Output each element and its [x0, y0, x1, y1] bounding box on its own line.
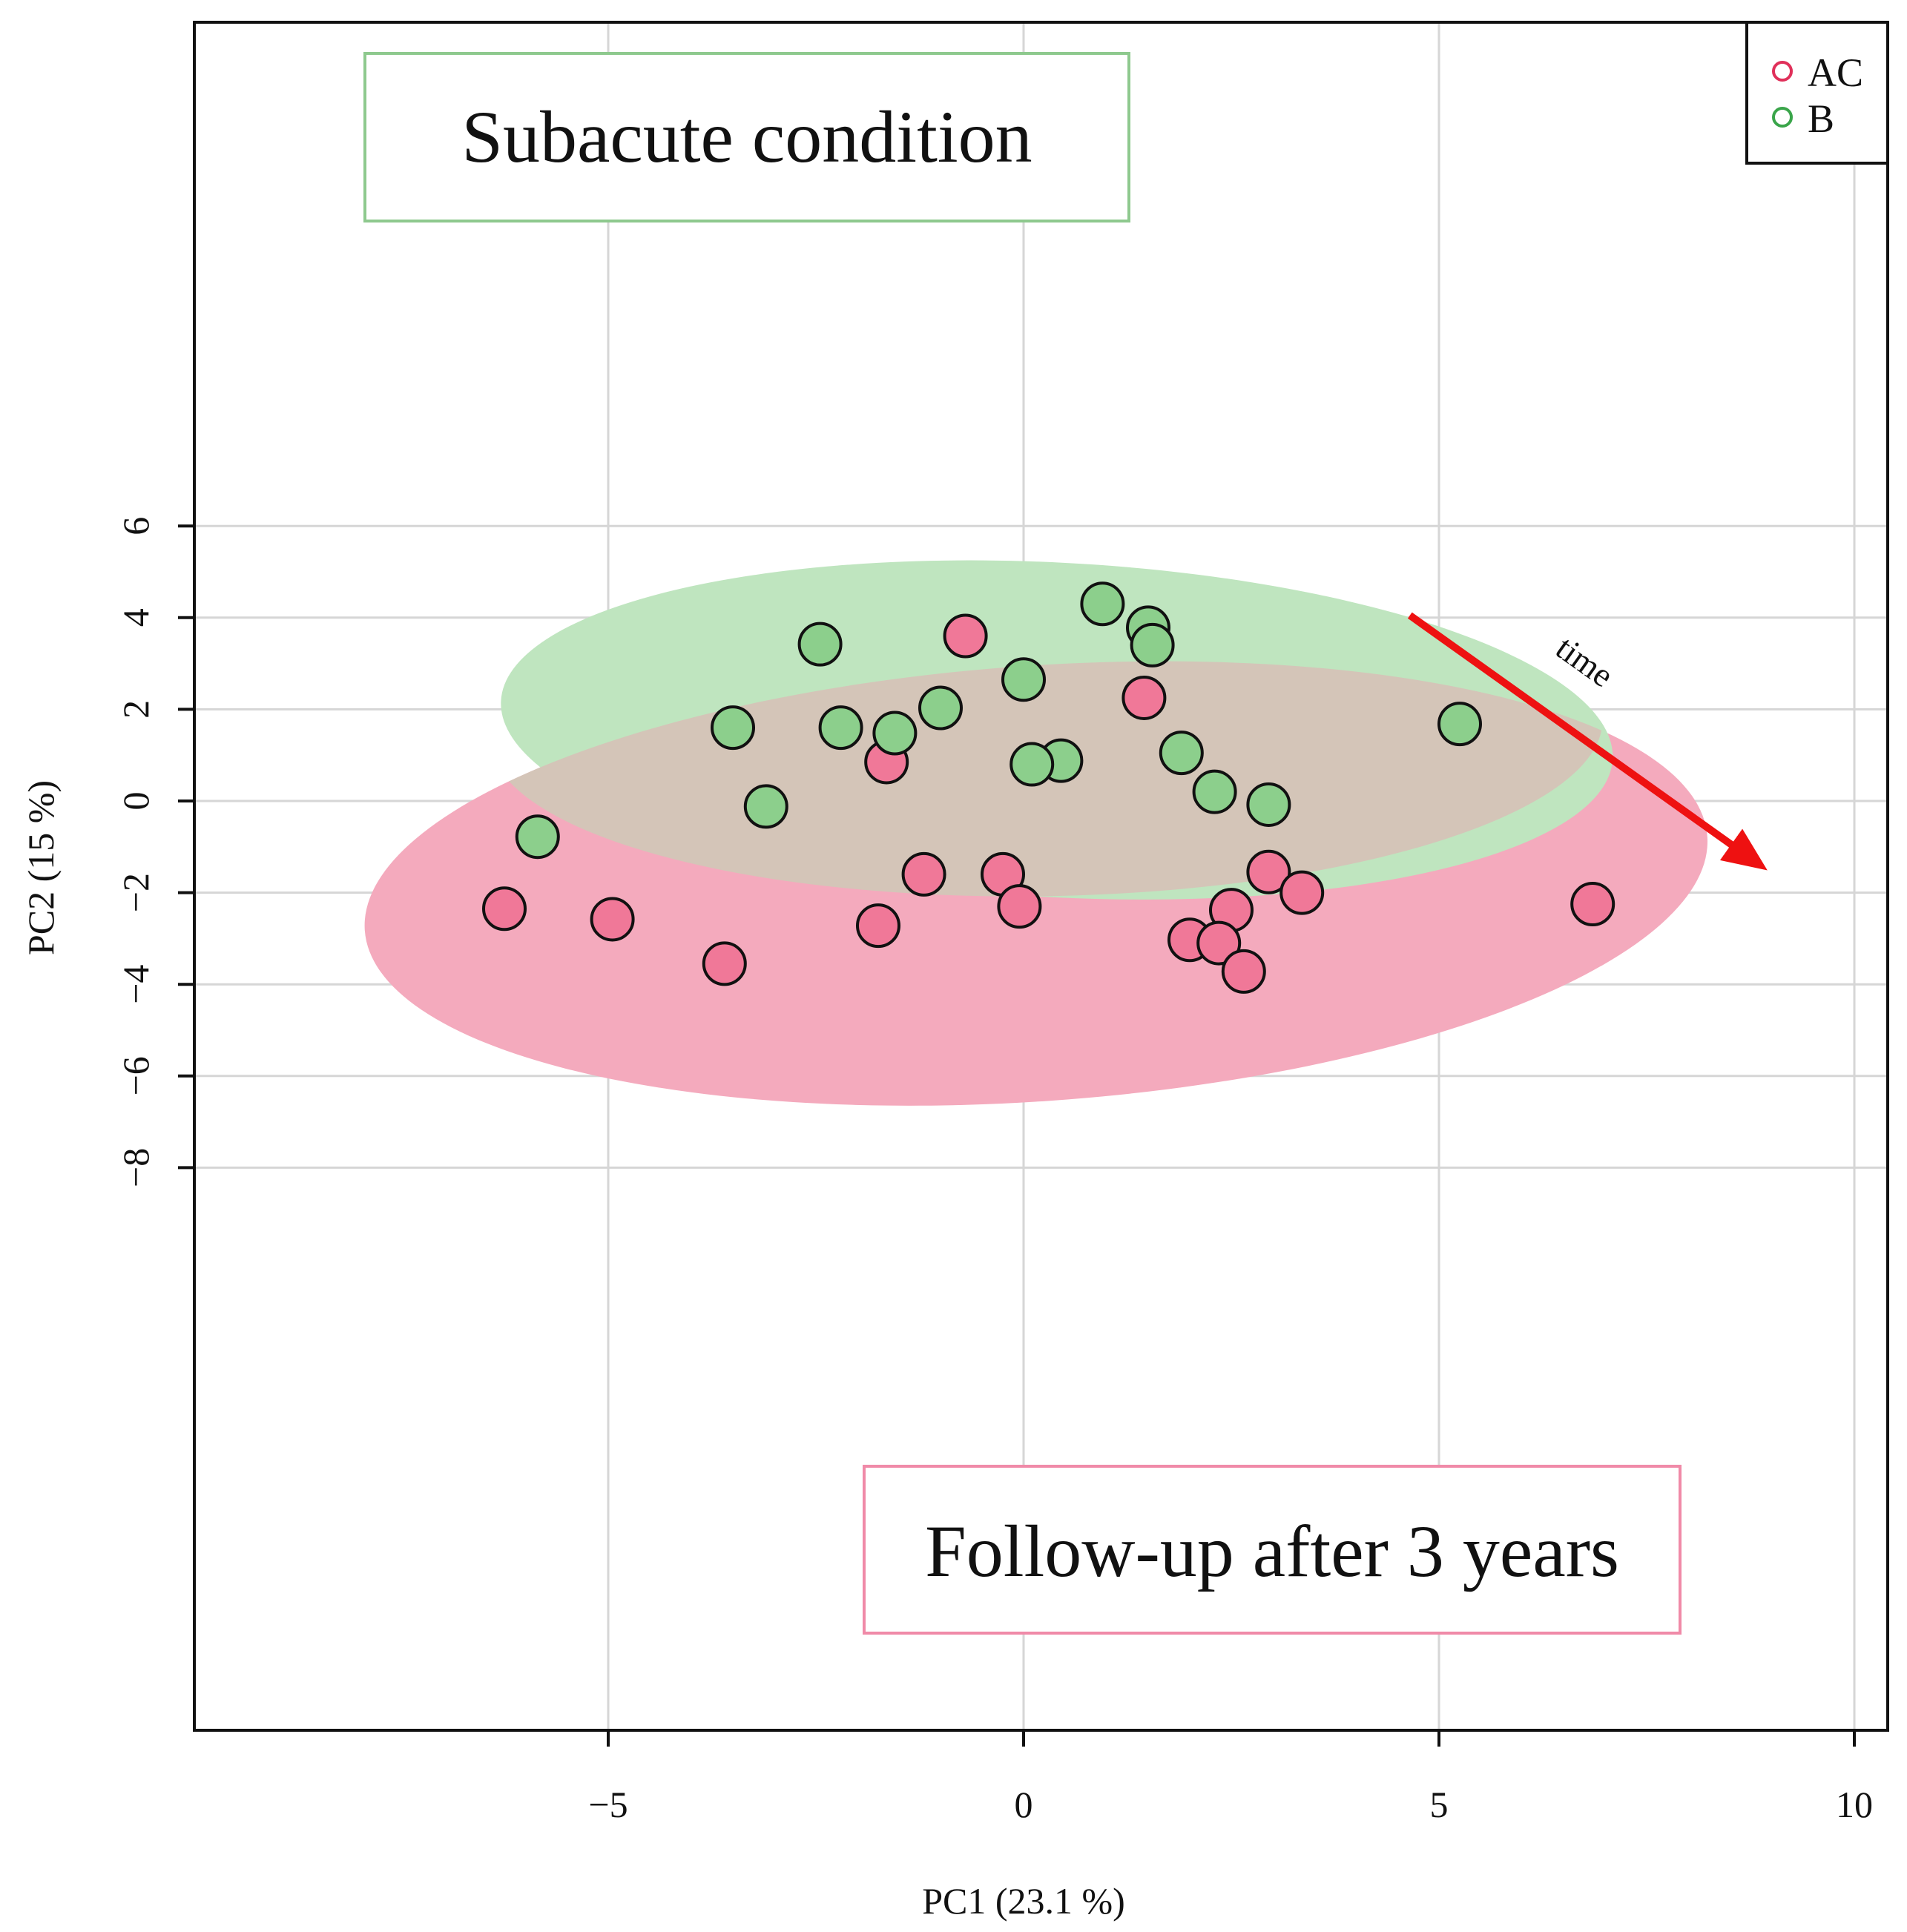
- legend-label-b: B: [1808, 96, 1834, 141]
- y-axis: −8 −6 −4 −2 0 2 4 6: [115, 517, 196, 1187]
- follow-up-box: Follow-up after 3 years: [863, 1465, 1682, 1635]
- point-b: [1010, 742, 1055, 787]
- legend-box: [1745, 21, 1889, 165]
- point-b: [1246, 782, 1291, 827]
- y-tick-label: 6: [115, 517, 157, 535]
- point-b: [918, 685, 963, 731]
- point-ac: [1570, 882, 1615, 927]
- point-ac: [1246, 849, 1291, 894]
- follow-up-box-text: Follow-up after 3 years: [925, 1510, 1619, 1592]
- y-tick-label: −8: [115, 1148, 157, 1187]
- ellipse-overlap: [487, 661, 1606, 906]
- follow-up-box-border: [863, 1465, 1682, 1635]
- point-b: [743, 784, 788, 829]
- point-b: [711, 705, 755, 751]
- x-axis: −5 0 5 10: [588, 1729, 1873, 1825]
- point-ac: [901, 851, 946, 897]
- y-tick-label: 2: [115, 700, 157, 719]
- subacute-box-text: Subacute condition: [461, 96, 1032, 178]
- point-ac: [943, 613, 988, 659]
- point-b: [872, 711, 918, 756]
- point-b: [1192, 769, 1237, 814]
- x-tick-label: 0: [1015, 1784, 1033, 1825]
- point-ac: [856, 903, 900, 949]
- point-ac: [590, 897, 635, 942]
- y-tick-label: −6: [115, 1056, 157, 1095]
- legend-marker-b: [1772, 107, 1793, 128]
- point-ac: [1196, 920, 1242, 966]
- x-axis-label: PC1 (23.1 %): [922, 1880, 1125, 1922]
- point-ac: [997, 884, 1042, 929]
- point-b: [797, 622, 843, 667]
- x-tick-label: −5: [588, 1784, 628, 1825]
- point-ac: [1221, 949, 1266, 994]
- point-ac: [702, 941, 747, 986]
- point-b: [1080, 581, 1125, 627]
- point-ac: [1122, 675, 1167, 720]
- y-tick-label: −2: [115, 873, 157, 912]
- subacute-box-border: [363, 52, 1130, 222]
- point-b: [818, 705, 863, 751]
- y-tick-label: −4: [115, 965, 157, 1004]
- point-b: [1001, 657, 1046, 702]
- y-tick-label: 4: [115, 608, 157, 627]
- point-b: [1130, 622, 1175, 667]
- x-tick-label: 10: [1836, 1784, 1873, 1825]
- point-b: [515, 814, 560, 860]
- point-ac: [482, 886, 527, 932]
- y-axis-label: PC2 (15 %): [20, 780, 62, 955]
- point-b: [1159, 731, 1204, 776]
- time-arrow-line: [1407, 612, 1768, 871]
- point-b: [1437, 702, 1482, 747]
- y-tick-label: 0: [115, 792, 157, 811]
- subacute-condition-box: Subacute condition: [363, 52, 1130, 222]
- x-tick-label: 5: [1430, 1784, 1449, 1825]
- legend-label-ac: AC: [1808, 50, 1863, 95]
- legend: AC B: [1745, 21, 1889, 165]
- data-points: [482, 581, 1615, 994]
- legend-marker-ac: [1772, 61, 1793, 82]
- point-ac: [1279, 870, 1325, 915]
